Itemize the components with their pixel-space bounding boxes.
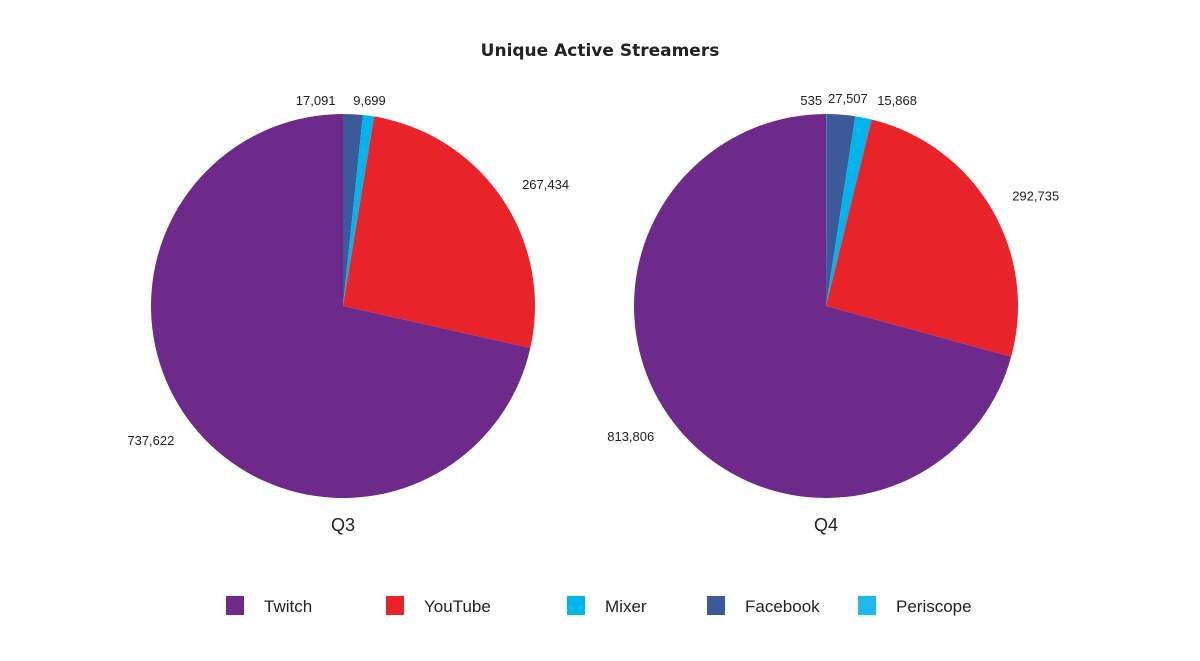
data-label-twitch: 813,806 bbox=[607, 429, 654, 444]
legend-swatch bbox=[386, 596, 404, 615]
chart-title: Unique Active Streamers bbox=[481, 41, 720, 61]
q4-label: Q4 bbox=[814, 515, 838, 535]
legend-swatch bbox=[567, 596, 585, 615]
legend-item-youtube: YouTube bbox=[386, 596, 491, 616]
legend-label: Periscope bbox=[896, 597, 972, 616]
data-label-twitch: 737,622 bbox=[127, 433, 174, 448]
legend-swatch bbox=[226, 596, 244, 615]
legend-swatch bbox=[858, 596, 876, 615]
slice-periscope bbox=[826, 114, 827, 306]
data-label-youtube: 267,434 bbox=[522, 177, 569, 192]
legend-label: Facebook bbox=[745, 597, 820, 616]
legend-label: Mixer bbox=[605, 597, 647, 616]
slice-facebook bbox=[826, 114, 856, 306]
legend-label: YouTube bbox=[424, 597, 491, 616]
q3-label: Q3 bbox=[331, 515, 355, 535]
pie-q4: 535 27,507 15,868 292,735 813,806 bbox=[607, 91, 1059, 499]
legend-label: Twitch bbox=[264, 597, 312, 616]
data-label-mixer: 15,868 bbox=[877, 93, 917, 108]
legend-item-periscope: Periscope bbox=[858, 596, 972, 616]
legend: Twitch YouTube Mixer Facebook Periscope bbox=[226, 596, 972, 616]
slice-mixer bbox=[826, 116, 872, 306]
slice-youtube bbox=[343, 116, 535, 349]
slice-twitch bbox=[634, 114, 1012, 499]
slice-mixer bbox=[343, 115, 375, 307]
slice-twitch bbox=[150, 114, 531, 498]
data-label-youtube: 292,735 bbox=[1012, 189, 1059, 204]
slice-facebook bbox=[343, 114, 363, 306]
data-label-facebook: 27,507 bbox=[828, 91, 868, 106]
legend-item-twitch: Twitch bbox=[226, 596, 312, 616]
data-label-periscope: 535 bbox=[800, 93, 822, 108]
legend-item-mixer: Mixer bbox=[567, 596, 647, 616]
slice-youtube bbox=[826, 119, 1018, 357]
legend-swatch bbox=[707, 596, 725, 615]
data-label-mixer: 9,699 bbox=[353, 93, 386, 108]
data-label-facebook: 17,091 bbox=[296, 93, 336, 108]
pie-q3: 17,091 9,699 267,434 737,622 bbox=[127, 93, 569, 498]
legend-item-facebook: Facebook bbox=[707, 596, 820, 616]
